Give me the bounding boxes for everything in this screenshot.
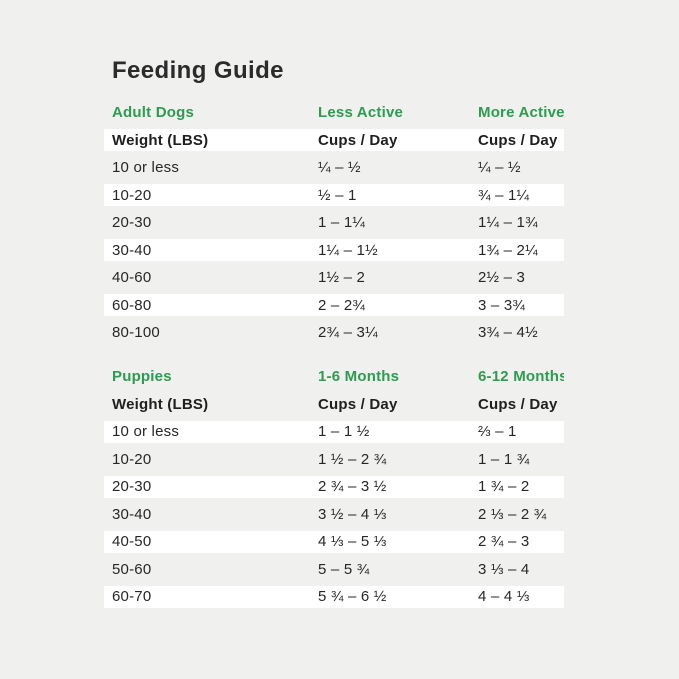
cups-per-day-header: Cups / Day: [318, 131, 398, 149]
table-row: 60-80 2 – 2¾ 3 – 3¾: [104, 294, 564, 316]
less-active-label: Less Active: [318, 103, 404, 121]
table-row: 20-30 1 – 1¼ 1¼ – 1¾: [104, 212, 564, 234]
less-active-cell: 1¼ – 1½: [318, 241, 378, 259]
adult-dogs-table: Adult Dogs Less Active More Active Weigh…: [104, 101, 564, 349]
months-1-6-cell: 4 ⅓ – 5 ⅓: [318, 533, 387, 550]
more-active-cell: 1¾ – 2¼: [478, 241, 538, 259]
weight-cell: 30-40: [112, 505, 152, 523]
more-active-cell: 3¾ – 4½: [478, 324, 538, 341]
table-row: 30-40 3 ½ – 4 ⅓ 2 ⅓ – 2 ¾: [104, 503, 564, 525]
more-active-cell: ¼ – ½: [478, 159, 521, 176]
weight-cell: 80-100: [112, 324, 160, 341]
more-active-cell: 1¼ – 1¾: [478, 214, 538, 231]
months-6-12-cell: 1 ¾ – 2: [478, 478, 530, 495]
less-active-cell: 2¾ – 3¼: [318, 324, 378, 341]
less-active-cell: ¼ – ½: [318, 159, 361, 176]
cups-per-day-header: Cups / Day: [478, 131, 558, 149]
table-row: 40-60 1½ – 2 2½ – 3: [104, 267, 564, 289]
less-active-cell: ½ – 1: [318, 186, 357, 204]
months-1-6-cell: 2 ¾ – 3 ½: [318, 478, 387, 495]
more-active-label: More Active: [478, 103, 564, 121]
table-row: 50-60 5 – 5 ¾ 3 ⅓ – 4: [104, 558, 564, 580]
table-row: 80-100 2¾ – 3¼ 3¾ – 4½: [104, 322, 564, 344]
table-row: 10-20 1 ½ – 2 ¾ 1 – 1 ¾: [104, 448, 564, 470]
page-title: Feeding Guide: [112, 57, 284, 84]
months-1-6-cell: 5 ¾ – 6 ½: [318, 588, 387, 605]
more-active-cell: ¾ – 1¼: [478, 186, 530, 204]
weight-cell: 10-20: [112, 450, 152, 468]
weight-cell: 10 or less: [112, 423, 180, 440]
adult-column-header-row: Weight (LBS) Cups / Day Cups / Day: [104, 129, 564, 151]
weight-cell: 10-20: [112, 186, 152, 204]
weight-header: Weight (LBS): [112, 131, 209, 149]
weight-cell: 20-30: [112, 214, 152, 231]
months-1-6-cell: 1 ½ – 2 ¾: [318, 450, 387, 468]
months-6-12-cell: 1 – 1 ¾: [478, 450, 530, 468]
table-row: 10 or less 1 – 1 ½ ⅔ – 1: [104, 420, 564, 443]
weight-cell: 40-50: [112, 533, 152, 550]
months-6-12-cell: 3 ⅓ – 4: [478, 560, 530, 578]
weight-cell: 50-60: [112, 560, 152, 578]
months-6-12-cell: 4 – 4 ⅓: [478, 588, 530, 605]
more-active-cell: 2½ – 3: [478, 269, 526, 286]
months-1-6-cell: 3 ½ – 4 ⅓: [318, 505, 387, 523]
months-6-12-cell: 2 ¾ – 3: [478, 533, 530, 550]
puppies-column-header-row: Weight (LBS) Cups / Day Cups / Day: [104, 393, 564, 415]
puppies-table: Puppies 1-6 Months 6-12 Months Weight (L…: [104, 365, 564, 613]
adult-section-header-row: Adult Dogs Less Active More Active: [104, 101, 564, 123]
table-row: 60-70 5 ¾ – 6 ½ 4 – 4 ⅓: [104, 585, 564, 608]
puppies-section-header-row: Puppies 1-6 Months 6-12 Months: [104, 365, 564, 387]
weight-cell: 60-80: [112, 296, 152, 314]
months-1-6-cell: 1 – 1 ½: [318, 423, 370, 440]
less-active-cell: 2 – 2¾: [318, 296, 366, 314]
cups-per-day-header: Cups / Day: [478, 395, 558, 413]
puppies-section-label: Puppies: [112, 367, 172, 385]
table-row: 20-30 2 ¾ – 3 ½ 1 ¾ – 2: [104, 475, 564, 498]
table-row: 10 or less ¼ – ½ ¼ – ½: [104, 157, 564, 179]
six-to-twelve-months-label: 6-12 Months: [478, 367, 564, 385]
table-row: 40-50 4 ⅓ – 5 ⅓ 2 ¾ – 3: [104, 530, 564, 553]
more-active-cell: 3 – 3¾: [478, 296, 526, 314]
table-row: 10-20 ½ – 1 ¾ – 1¼: [104, 184, 564, 206]
less-active-cell: 1½ – 2: [318, 269, 366, 286]
cups-per-day-header: Cups / Day: [318, 395, 398, 413]
weight-header: Weight (LBS): [112, 395, 209, 413]
weight-cell: 10 or less: [112, 159, 180, 176]
one-to-six-months-label: 1-6 Months: [318, 367, 400, 385]
months-6-12-cell: ⅔ – 1: [478, 423, 517, 440]
less-active-cell: 1 – 1¼: [318, 214, 366, 231]
weight-cell: 60-70: [112, 588, 152, 605]
months-6-12-cell: 2 ⅓ – 2 ¾: [478, 505, 547, 523]
months-1-6-cell: 5 – 5 ¾: [318, 560, 370, 578]
adult-section-label: Adult Dogs: [112, 103, 194, 121]
weight-cell: 30-40: [112, 241, 152, 259]
table-row: 30-40 1¼ – 1½ 1¾ – 2¼: [104, 239, 564, 261]
weight-cell: 40-60: [112, 269, 152, 286]
weight-cell: 20-30: [112, 478, 152, 495]
